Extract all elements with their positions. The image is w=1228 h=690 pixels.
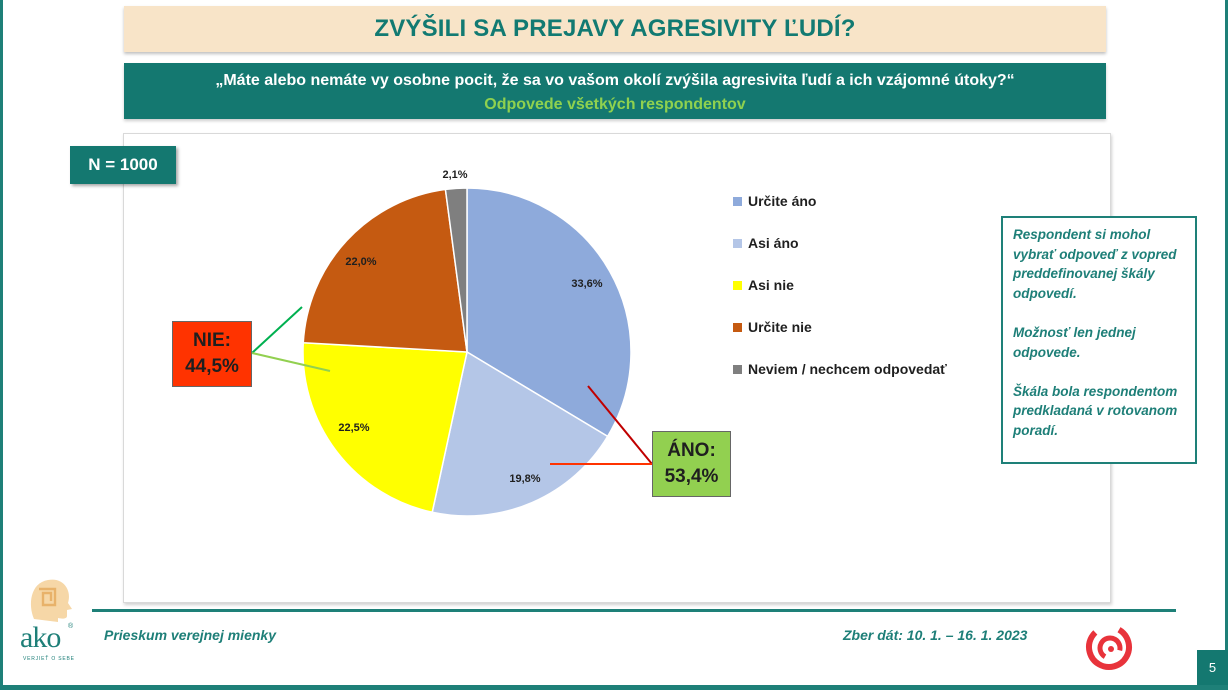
sample-size-badge: N = 1000 bbox=[70, 146, 176, 184]
legend-swatch bbox=[733, 365, 742, 374]
legend-swatch bbox=[733, 239, 742, 248]
nie-total-label: NIE: bbox=[193, 330, 231, 351]
legend-swatch bbox=[733, 323, 742, 332]
legend-label: Asi áno bbox=[748, 235, 799, 251]
survey-question: „Máte alebo nemáte vy osobne pocit, že s… bbox=[215, 72, 1015, 89]
head-icon bbox=[30, 579, 73, 622]
nie-leader-line bbox=[251, 306, 303, 354]
pie-slice bbox=[431, 350, 609, 517]
footer-survey-name: Prieskum verejnej mienky bbox=[104, 627, 276, 643]
ano-total-value: 53,4% bbox=[664, 466, 719, 487]
slice-data-label: 19,8% bbox=[509, 473, 540, 485]
respondents-subtitle: Odpovede všetkých respondentov bbox=[484, 96, 746, 113]
pie-slice bbox=[302, 188, 468, 353]
nie-total-value: 44,5% bbox=[185, 356, 239, 377]
nie-leader-line bbox=[251, 352, 331, 372]
pie-slice bbox=[302, 341, 468, 514]
ano-total-box: ÁNO: 53,4% bbox=[652, 431, 731, 497]
pie-slice bbox=[444, 187, 468, 353]
legend-item: Asi nie bbox=[733, 277, 794, 293]
swirl-logo-icon bbox=[1086, 624, 1132, 670]
slice-data-label: 22,5% bbox=[338, 422, 369, 434]
logo-wordmark: ako bbox=[20, 621, 61, 654]
legend-label: Určite nie bbox=[748, 319, 812, 335]
footer-divider bbox=[92, 609, 1176, 612]
slide-title: ZVÝŠILI SA PREJAVY AGRESIVITY ĽUDÍ? bbox=[124, 6, 1106, 52]
legend-item: Neviem / nechcem odpovedať bbox=[733, 361, 947, 377]
note-paragraph: Respondent si mohol vybrať odpoveď z vop… bbox=[1013, 227, 1177, 301]
footer-collection-dates: Zber dát: 10. 1. – 16. 1. 2023 bbox=[843, 627, 1028, 643]
ano-leader-line bbox=[587, 385, 653, 465]
nie-total-box: NIE: 44,5% bbox=[172, 321, 252, 387]
methodology-note: Respondent si mohol vybrať odpoveď z vop… bbox=[1001, 216, 1197, 464]
legend-item: Asi áno bbox=[733, 235, 799, 251]
legend-label: Neviem / nechcem odpovedať bbox=[748, 361, 947, 377]
legend-swatch bbox=[733, 281, 742, 290]
pie-slice bbox=[466, 187, 632, 438]
legend-item: Určite nie bbox=[733, 319, 812, 335]
note-paragraph: Možnosť len jednej odpovede. bbox=[1013, 324, 1136, 360]
legend-label: Asi nie bbox=[748, 277, 794, 293]
logo-tagline: VERJIEŤ O SEBE bbox=[23, 656, 75, 662]
registered-mark: ® bbox=[68, 623, 74, 630]
ako-logo: ako ® VERJIEŤ O SEBE bbox=[20, 575, 90, 665]
ano-total-label: ÁNO: bbox=[667, 440, 716, 461]
legend-swatch bbox=[733, 197, 742, 206]
page-number: 5 bbox=[1197, 650, 1228, 685]
slice-data-label: 2,1% bbox=[442, 169, 467, 181]
question-banner: „Máte alebo nemáte vy osobne pocit, že s… bbox=[124, 63, 1106, 119]
note-paragraph: Škála bola respondentom predkladaná v ro… bbox=[1013, 383, 1178, 438]
legend-item: Určite áno bbox=[733, 193, 816, 209]
slice-data-label: 22,0% bbox=[345, 256, 376, 268]
slice-data-label: 33,6% bbox=[571, 278, 602, 290]
legend-label: Určite áno bbox=[748, 193, 817, 209]
